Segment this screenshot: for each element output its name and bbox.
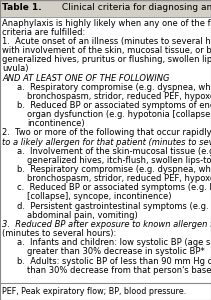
Text: bronchospasm, stridor, reduced PEF, hypoxemia): bronchospasm, stridor, reduced PEF, hypo… <box>27 174 211 183</box>
Text: than 30% decrease from that person's baseline: than 30% decrease from that person's bas… <box>27 266 211 275</box>
Text: incontinence): incontinence) <box>27 119 85 128</box>
Text: abdominal pain, vomiting): abdominal pain, vomiting) <box>27 211 138 220</box>
Text: criteria are fulfilled:: criteria are fulfilled: <box>2 28 85 37</box>
Text: generalized hives, pruritus or flushing, swollen lips-tongue-: generalized hives, pruritus or flushing,… <box>2 55 211 64</box>
Text: organ dysfunction (e.g. hypotonia [collapse], syncope,: organ dysfunction (e.g. hypotonia [colla… <box>27 110 211 119</box>
Text: c.  Reduced BP or associated symptoms (e.g. hypotonia: c. Reduced BP or associated symptoms (e.… <box>17 183 211 192</box>
Text: b.  Respiratory compromise (e.g. dyspnea, wheeze-: b. Respiratory compromise (e.g. dyspnea,… <box>17 165 211 174</box>
Text: b.  Adults: systolic BP of less than 90 mm Hg or greater: b. Adults: systolic BP of less than 90 m… <box>17 256 211 266</box>
Text: a.  Involvement of the skin-mucosal tissue (e.g.: a. Involvement of the skin-mucosal tissu… <box>17 147 211 156</box>
Text: generalized hives, itch-flush, swollen lips-tongue-uvula): generalized hives, itch-flush, swollen l… <box>27 156 211 165</box>
Text: (minutes to several hours):: (minutes to several hours): <box>2 229 116 238</box>
Text: d.  Persistent gastrointestinal symptoms (e.g. crampy: d. Persistent gastrointestinal symptoms … <box>17 202 211 211</box>
Text: 2.  Two or more of the following that occur rapidly after exposure: 2. Two or more of the following that occ… <box>2 128 211 137</box>
Text: uvula): uvula) <box>2 64 29 73</box>
Text: with involvement of the skin, mucosal tissue, or both (e.g.: with involvement of the skin, mucosal ti… <box>2 46 211 55</box>
Text: 3.  Reduced BP after exposure to known allergen for that patient: 3. Reduced BP after exposure to known al… <box>2 220 211 229</box>
Text: a.  Respiratory compromise (e.g. dyspnea, wheeze-: a. Respiratory compromise (e.g. dyspnea,… <box>17 83 211 92</box>
Text: b.  Reduced BP or associated symptoms of end-: b. Reduced BP or associated symptoms of … <box>17 101 211 110</box>
Text: Clinical criteria for diagnosing anaphylaxis: Clinical criteria for diagnosing anaphyl… <box>59 3 211 12</box>
Text: a.  Infants and children: low systolic BP (age specific) or: a. Infants and children: low systolic BP… <box>17 238 211 247</box>
Bar <box>0 0 211 16</box>
Text: 1.  Acute onset of an illness (minutes to several hours): 1. Acute onset of an illness (minutes to… <box>2 37 211 46</box>
Text: bronchospasm, stridor, reduced PEF, hypoxemia): bronchospasm, stridor, reduced PEF, hypo… <box>27 92 211 101</box>
Text: PEF, Peak expiratory flow; BP, blood pressure.: PEF, Peak expiratory flow; BP, blood pre… <box>2 286 186 296</box>
Text: to a likely allergen for that patient (minutes to several hours):: to a likely allergen for that patient (m… <box>2 137 211 147</box>
Text: [collapse], syncope, incontinence): [collapse], syncope, incontinence) <box>27 193 172 202</box>
Text: Anaphylaxis is highly likely when any one of the following three: Anaphylaxis is highly likely when any on… <box>2 19 211 28</box>
Text: greater than 30% decrease in systolic BP*: greater than 30% decrease in systolic BP… <box>27 247 205 256</box>
Text: AND AT LEAST ONE OF THE FOLLOWING: AND AT LEAST ONE OF THE FOLLOWING <box>2 74 170 82</box>
Text: Table 1.: Table 1. <box>2 3 42 12</box>
